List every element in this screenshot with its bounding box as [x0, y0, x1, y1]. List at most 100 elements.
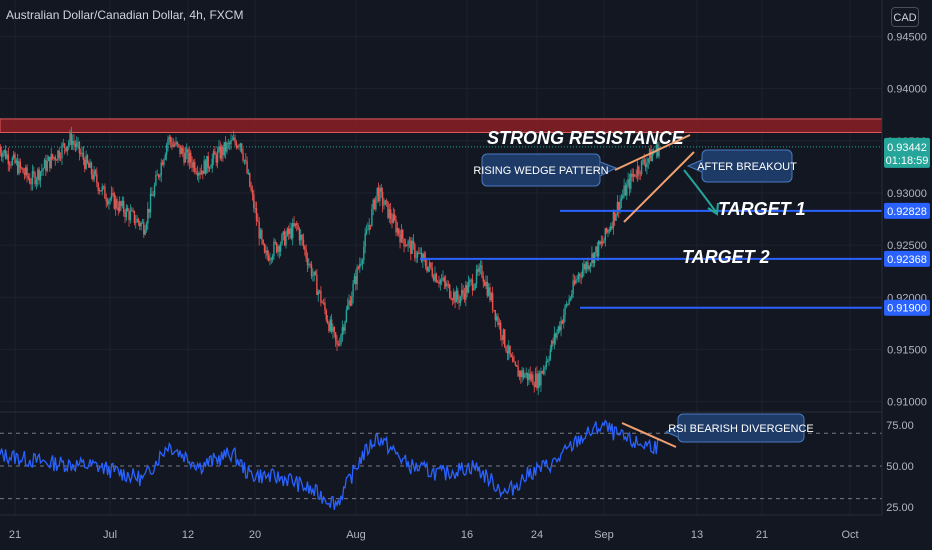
candle	[477, 264, 479, 276]
candle	[418, 247, 420, 255]
candle	[128, 208, 130, 227]
candle	[180, 145, 183, 155]
candle-body	[294, 223, 297, 226]
candle-body	[144, 229, 146, 235]
candle	[549, 344, 552, 362]
candle-body	[579, 273, 581, 277]
candle-body	[82, 152, 85, 160]
candle-body	[377, 187, 380, 201]
candle-body	[290, 228, 293, 239]
candle-body	[182, 148, 184, 154]
candle	[43, 157, 46, 169]
candle-body	[419, 253, 421, 254]
candle	[73, 133, 75, 151]
candle-body	[601, 241, 604, 244]
candle-body	[545, 361, 547, 368]
candle	[112, 187, 114, 197]
candle	[203, 155, 205, 174]
candle	[548, 355, 550, 366]
candle-body	[168, 137, 170, 140]
candle	[216, 146, 219, 169]
candle	[228, 140, 231, 151]
candle	[312, 268, 314, 282]
candle-body	[143, 222, 145, 235]
candle	[47, 155, 50, 162]
currency-button[interactable]: CAD	[891, 7, 919, 27]
candle-body	[322, 302, 325, 304]
after-breakout-callout-text: AFTER BREAKOUT	[697, 161, 797, 173]
candle	[237, 144, 239, 149]
candle-body	[587, 262, 589, 270]
candle-body	[80, 153, 82, 155]
candle-body	[89, 162, 91, 168]
candle-body	[176, 141, 179, 145]
candle	[561, 319, 564, 325]
candle	[26, 164, 28, 183]
candle-body	[373, 199, 376, 210]
candle-body	[207, 156, 209, 168]
candle	[54, 154, 56, 166]
candle	[591, 246, 593, 268]
candle-body	[196, 172, 199, 176]
candle-body	[514, 362, 517, 366]
candle	[161, 159, 164, 166]
candle	[589, 262, 592, 273]
candle-body	[395, 219, 397, 233]
candle	[406, 244, 408, 247]
candle	[504, 329, 506, 349]
candle-body	[320, 290, 322, 303]
candle	[373, 198, 376, 211]
candle-body	[352, 283, 354, 297]
candle-body	[563, 315, 565, 324]
candle	[212, 149, 215, 166]
candle	[414, 242, 416, 262]
candle-body	[510, 354, 513, 357]
candle-body	[137, 218, 140, 223]
candle-body	[575, 279, 577, 284]
candle-body	[627, 178, 629, 185]
candle-body	[149, 193, 152, 213]
candle	[117, 201, 120, 216]
candle	[357, 265, 360, 270]
candle-body	[71, 141, 74, 146]
candle	[45, 154, 47, 177]
candle	[595, 246, 597, 258]
candle	[372, 198, 374, 216]
candle-body	[186, 149, 188, 153]
candle	[31, 164, 34, 191]
candle	[195, 167, 197, 175]
candle	[387, 201, 389, 220]
candle	[167, 135, 169, 152]
candle-body	[57, 150, 59, 161]
candle-body	[140, 222, 142, 227]
candle	[278, 244, 281, 259]
candle	[344, 320, 346, 335]
candle-body	[615, 214, 617, 221]
candle	[371, 203, 373, 228]
candle-body	[31, 171, 34, 185]
candle	[607, 228, 609, 238]
candle	[398, 227, 400, 237]
candle	[340, 333, 342, 347]
candle	[338, 337, 341, 347]
candle	[514, 361, 517, 367]
candle	[156, 169, 158, 176]
candle	[135, 215, 137, 229]
candle-body	[257, 220, 259, 222]
candle-body	[122, 200, 125, 213]
candle	[102, 185, 105, 190]
candle	[639, 170, 641, 181]
candle-body	[548, 359, 550, 361]
candle	[513, 355, 515, 363]
candle-body	[628, 178, 631, 189]
candle	[359, 257, 361, 273]
candle	[450, 291, 452, 301]
candle	[121, 196, 124, 209]
candle	[455, 285, 458, 303]
candle-body	[534, 373, 537, 387]
candle-body	[108, 199, 110, 205]
candle-body	[355, 276, 357, 285]
candle-body	[112, 193, 114, 194]
candle	[173, 141, 176, 147]
